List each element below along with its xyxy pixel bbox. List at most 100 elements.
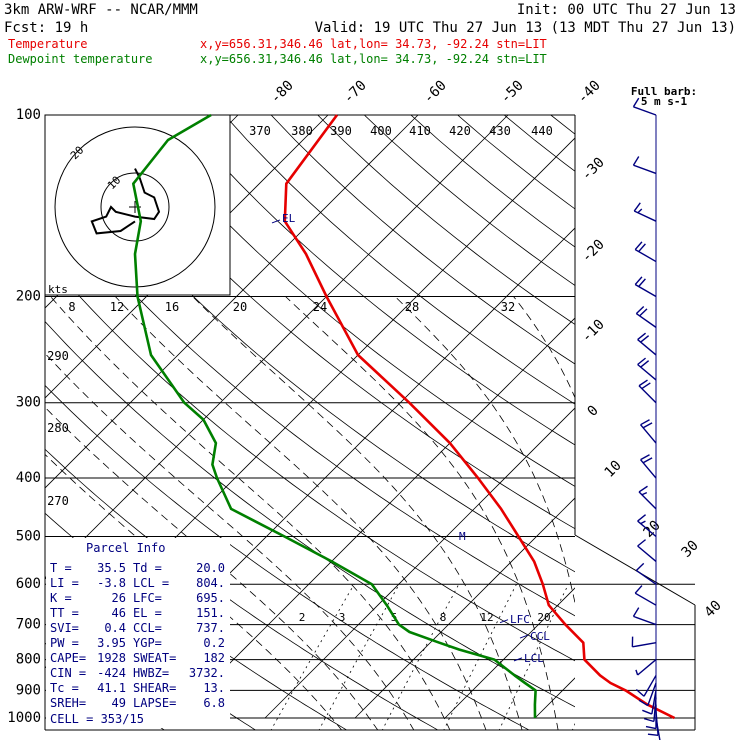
- dry-adiabat: [317, 115, 575, 325]
- wind-barb-flag: [637, 514, 647, 522]
- temperature-location: x,y=656.31,346.46 lat,lon= 34.73, -92.24…: [200, 37, 547, 51]
- pressure-tick-label: 700: [16, 617, 41, 633]
- mixing-ratio-label: 3: [339, 611, 346, 624]
- pressure-tick-label: 100: [16, 107, 41, 123]
- wind-barb-flag: [632, 607, 640, 617]
- parcel-row-value: 6.8: [203, 696, 225, 710]
- forecast-hour: Fcst: 19 h: [4, 20, 88, 36]
- dry-adiabat: [45, 124, 575, 573]
- parcel-info-box: Parcel Info T = 35.5 Td = 20.0 LI = -3.8 LCL =…: [46, 538, 230, 728]
- wind-barb: [637, 332, 657, 356]
- wind-barb-staff: [637, 545, 657, 562]
- pressure-tick-label: 1000: [7, 710, 41, 726]
- wind-barb-flag: [645, 725, 657, 730]
- wind-barb-flag: [638, 379, 648, 387]
- wind-barb-staff: [637, 520, 657, 538]
- isotherm-line: [45, 115, 419, 489]
- parcel-row-value: 49: [112, 696, 126, 710]
- wind-barb: [635, 562, 657, 585]
- parcel-row-label: Tc =: [50, 681, 79, 695]
- wind-barb-flag: [638, 243, 646, 253]
- wind-barb: [645, 704, 657, 730]
- dry-adiabat: [457, 115, 575, 210]
- wind-barb-staff: [647, 682, 657, 706]
- wind-barb-staff: [634, 283, 657, 298]
- wind-barb-staff: [635, 313, 657, 328]
- parcel-row-label: EL =: [133, 606, 162, 620]
- dry-adiabat-label: 380: [291, 124, 313, 138]
- wind-barb-staff: [633, 164, 657, 175]
- parcel-row-value: 3.95: [97, 636, 126, 650]
- temperature-profile: [283, 114, 676, 720]
- wind-barb-flag: [641, 382, 651, 390]
- wind-barb-flag: [635, 688, 645, 697]
- isotherm-line: [625, 115, 740, 718]
- parcel-row-value: 20.0: [196, 561, 225, 575]
- moist-adiabat: [192, 296, 523, 730]
- parcel-row-label: PW =: [50, 636, 79, 650]
- sounding-profiles: [132, 113, 676, 720]
- moist-adiabat-label: 20: [233, 300, 247, 314]
- wind-barb-flag: [632, 97, 640, 108]
- dry-adiabat: [45, 320, 575, 708]
- parcel-row-value: 13.: [203, 681, 225, 695]
- wind-barb: [640, 419, 657, 444]
- dry-adiabat: [364, 115, 575, 286]
- wind-barb: [632, 156, 657, 175]
- parcel-row-value: 1928: [97, 651, 126, 665]
- annotation-el: EL: [282, 212, 296, 225]
- wind-barb: [637, 514, 657, 538]
- wind-barb-flag: [638, 485, 648, 493]
- dry-adiabat: [597, 115, 740, 731]
- wind-barb: [634, 241, 657, 263]
- hodograph-ring-outer: [54, 126, 216, 288]
- isotherm-line: [715, 115, 740, 718]
- isotherm-label: -10: [579, 317, 608, 346]
- parcel-row-value: -424: [97, 666, 126, 680]
- isotherm-label: -20: [579, 237, 608, 266]
- wind-barb: [643, 697, 657, 723]
- valid-time: Valid: 19 UTC Thu 27 Jun 13 (13 MDT Thu …: [315, 20, 736, 36]
- wind-barb-staff: [651, 690, 657, 715]
- moist-adiabat-label: 8: [68, 300, 75, 314]
- parcel-row-value: 151.: [196, 606, 225, 620]
- wind-barb: [632, 97, 657, 116]
- moist-adiabat-label: 12: [110, 300, 124, 314]
- wind-barb-flag: [633, 202, 641, 212]
- isotherm-label: 30: [679, 538, 702, 561]
- parcel-row-label: Td =: [133, 561, 162, 575]
- init-time: Init: 00 UTC Thu 27 Jun 13: [517, 2, 736, 18]
- wind-barb-staff: [638, 385, 657, 404]
- isotherm-label: -60: [421, 78, 450, 107]
- dry-adiabat-label: 420: [449, 124, 471, 138]
- hodograph-units: kts: [48, 283, 68, 296]
- dry-adiabat-label: 410: [409, 124, 431, 138]
- wind-barb-staff: [634, 592, 657, 606]
- wind-barb-staff: [638, 491, 657, 510]
- hodograph-ring-inner: [100, 172, 170, 242]
- wind-barb-flag: [640, 335, 650, 343]
- parcel-row-label: CAPE=: [50, 651, 86, 665]
- parcel-row-label: YGP=: [133, 636, 162, 650]
- dewpoint-legend: Dewpoint temperature: [8, 52, 153, 66]
- mixing-ratio-label: 2: [299, 611, 306, 624]
- parcel-row-label: LAPSE=: [133, 696, 176, 710]
- isotherm-line: [444, 587, 575, 719]
- dewpoint-profile: [132, 113, 537, 719]
- wind-barb-flag: [643, 717, 655, 723]
- moist-adiabat-label: 24: [313, 300, 327, 314]
- isotherm-line: [174, 317, 575, 719]
- wind-barb-flag: [635, 562, 645, 571]
- isotherm-label: -70: [341, 78, 370, 107]
- parcel-cell: CELL = 353/15: [50, 712, 144, 726]
- parcel-row-label: SWEAT=: [133, 651, 176, 665]
- pressure-tick-label: 500: [16, 528, 41, 544]
- parcel-row-label: SVI=: [50, 621, 79, 635]
- isotherm-label: -40: [575, 78, 604, 107]
- wind-barb-flag: [634, 276, 643, 285]
- mixing-ratio-label: 12: [480, 611, 493, 624]
- wind-barb-staff: [640, 424, 657, 444]
- annotation-pointer-ccl: [519, 634, 529, 639]
- moist-adiabat: [394, 296, 575, 605]
- wind-barb-flag: [638, 699, 649, 707]
